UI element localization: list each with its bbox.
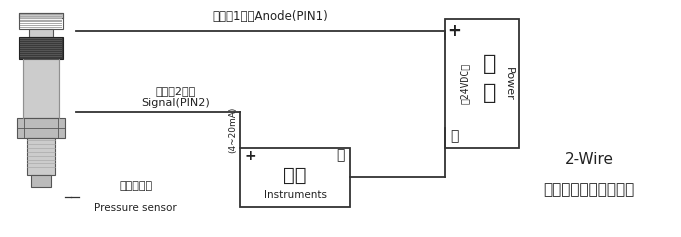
Text: Pressure sensor: Pressure sensor bbox=[95, 203, 177, 213]
Bar bbox=[19, 13, 63, 29]
Text: －: － bbox=[336, 149, 344, 163]
Text: (4~20mA): (4~20mA) bbox=[228, 107, 237, 153]
Text: 仪器: 仪器 bbox=[283, 166, 307, 185]
Text: Power: Power bbox=[505, 67, 514, 100]
Text: 电: 电 bbox=[483, 54, 496, 74]
Bar bbox=[20, 46, 62, 47]
Bar bbox=[20, 44, 62, 45]
Bar bbox=[20, 50, 62, 51]
Bar bbox=[20, 27, 62, 28]
Text: －: － bbox=[450, 129, 459, 143]
Bar bbox=[20, 40, 62, 41]
Bar bbox=[23, 59, 59, 118]
Text: 正极（1脚）Anode(PIN1): 正极（1脚）Anode(PIN1) bbox=[212, 10, 328, 23]
Text: －24VDC＋: －24VDC＋ bbox=[460, 63, 469, 104]
Bar bbox=[20, 38, 62, 39]
Text: +: + bbox=[447, 22, 462, 40]
Bar bbox=[29, 29, 53, 37]
Text: 源: 源 bbox=[483, 83, 496, 103]
Text: 2-Wire: 2-Wire bbox=[565, 152, 614, 167]
Bar bbox=[20, 23, 62, 24]
Text: 压力传感器: 压力传感器 bbox=[119, 181, 153, 191]
Bar bbox=[20, 18, 62, 19]
Bar bbox=[20, 25, 62, 26]
Text: 信号（2脚）: 信号（2脚） bbox=[155, 86, 196, 96]
Bar bbox=[19, 37, 63, 59]
Bar bbox=[20, 14, 62, 15]
Bar bbox=[20, 48, 62, 49]
Bar bbox=[445, 19, 520, 148]
Bar bbox=[19, 13, 63, 18]
Bar bbox=[20, 16, 62, 17]
Bar bbox=[27, 138, 55, 175]
Bar bbox=[20, 42, 62, 43]
Text: 两线制电流输出接线图: 两线制电流输出接线图 bbox=[543, 182, 635, 197]
Bar bbox=[31, 175, 51, 187]
Text: Instruments: Instruments bbox=[264, 190, 327, 200]
Bar bbox=[17, 118, 65, 138]
Bar bbox=[20, 21, 62, 22]
Bar bbox=[240, 148, 350, 207]
Text: Signal(PIN2): Signal(PIN2) bbox=[141, 98, 210, 108]
Bar bbox=[20, 56, 62, 57]
Bar bbox=[20, 54, 62, 55]
Bar bbox=[20, 20, 62, 21]
Text: +: + bbox=[244, 149, 256, 163]
Bar bbox=[20, 52, 62, 53]
